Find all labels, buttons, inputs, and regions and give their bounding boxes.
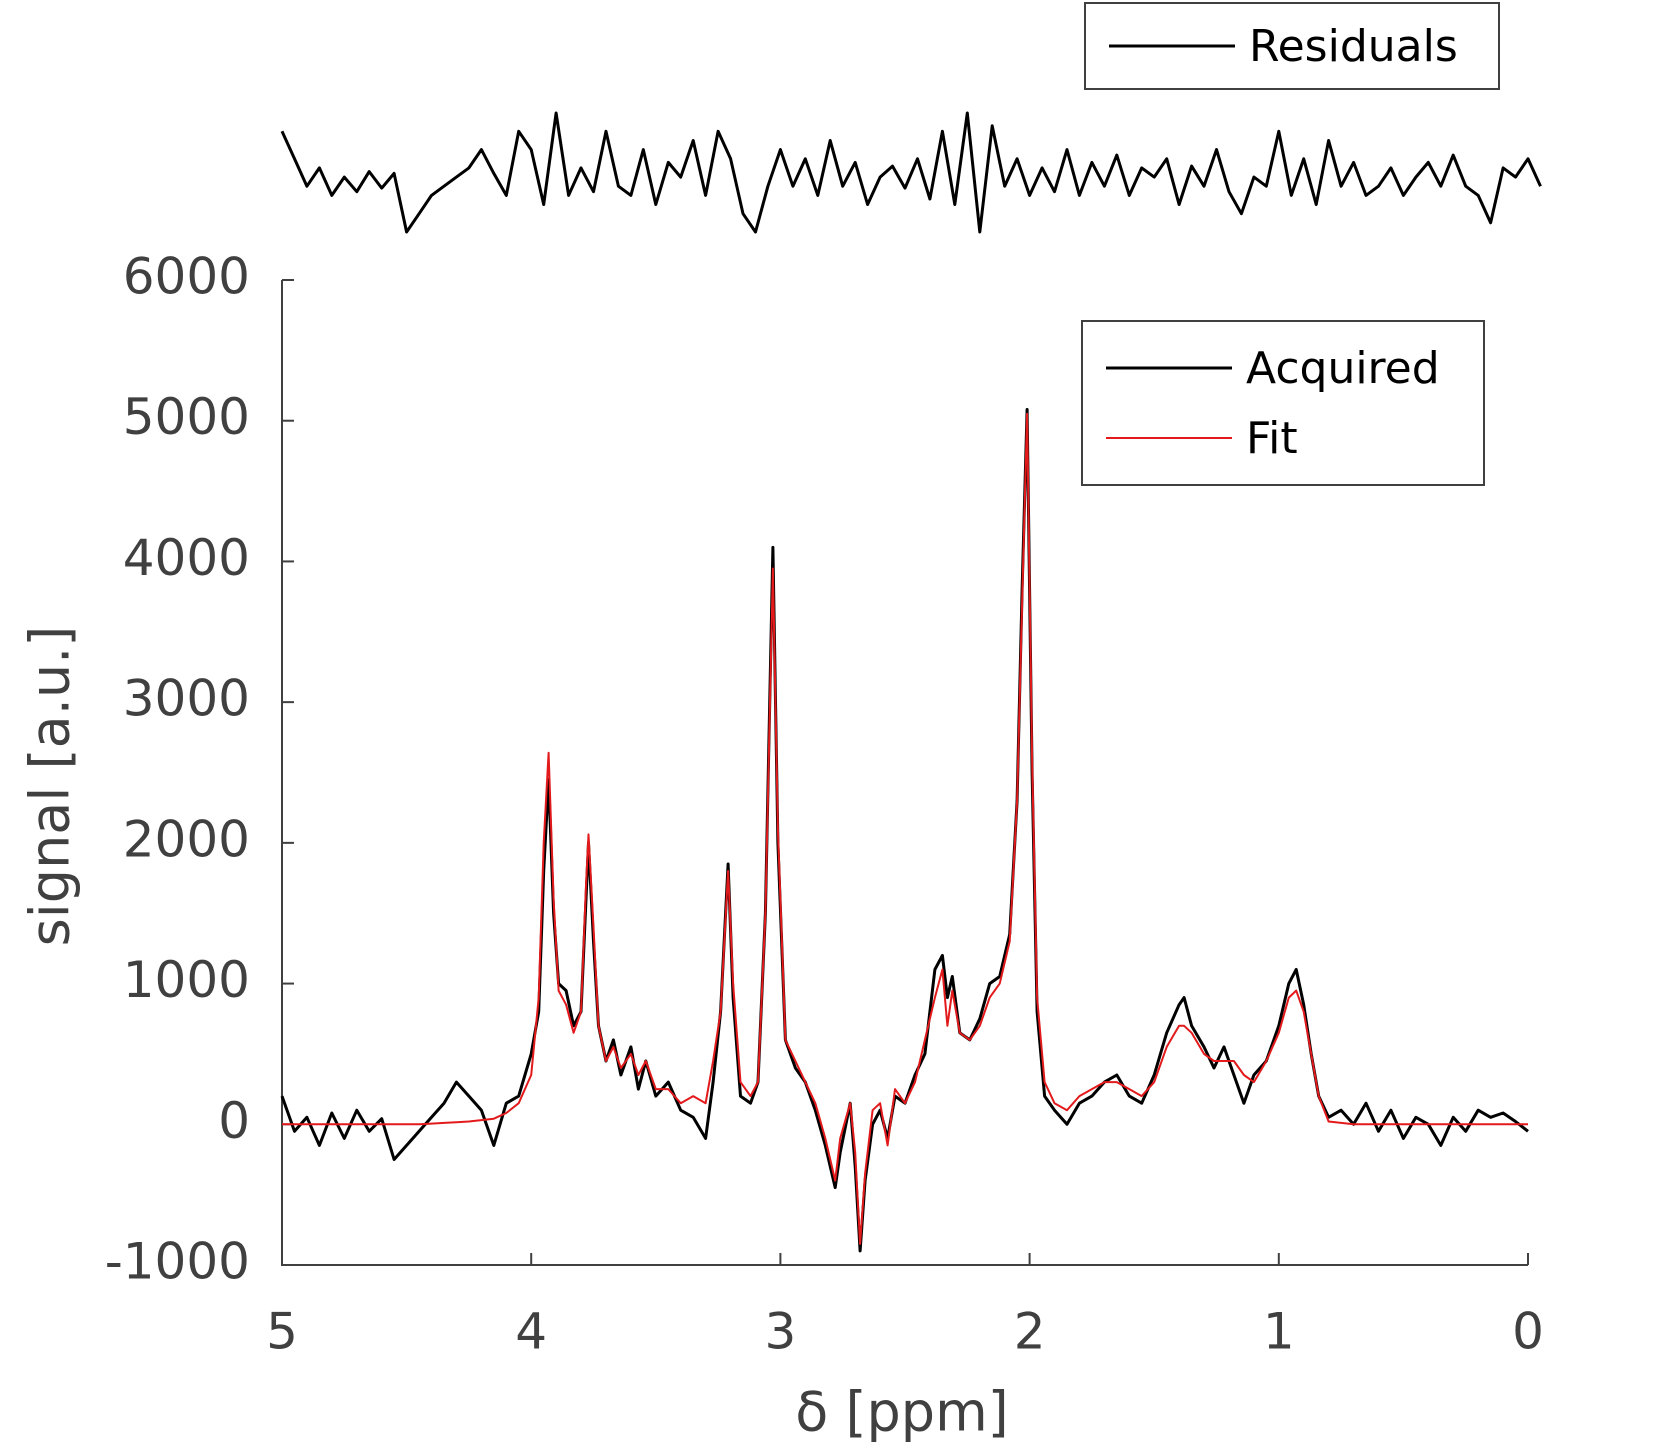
data-line [280,408,1529,1253]
x-tick-label: 2 [1014,1303,1046,1361]
y-tick-label: 6000 [123,248,250,306]
data-line [280,111,1542,234]
y-tick-label: 0 [218,1092,250,1150]
x-tick-label: 5 [266,1303,298,1361]
x-tick-label: 1 [1263,1303,1295,1361]
legend-box [1081,320,1485,486]
y-tick-label: 1000 [123,951,250,1009]
y-tick-label: 4000 [123,529,250,587]
legend-label: Fit [1246,413,1298,464]
x-tick-label: 3 [764,1303,796,1361]
y-axis-label: signal [a.u.] [19,626,82,947]
legend-label: Residuals [1249,21,1458,72]
x-tick-label: 4 [515,1303,547,1361]
y-tick-label: -1000 [105,1233,250,1291]
y-tick-label: 5000 [123,388,250,446]
y-tick-label: 3000 [123,670,250,728]
y-tick-label: 2000 [123,810,250,868]
x-axis-label: δ [ppm] [795,1381,1009,1444]
legend-label: Acquired [1246,343,1440,394]
data-line [282,412,1528,1245]
x-tick-label: 0 [1512,1303,1544,1361]
